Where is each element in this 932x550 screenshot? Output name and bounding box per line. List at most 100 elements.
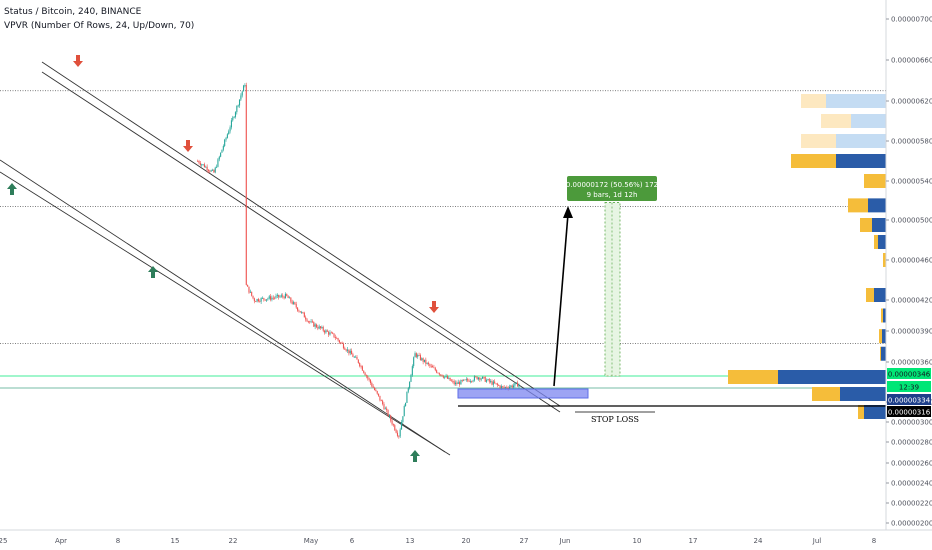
candle-body: [243, 85, 245, 92]
candle-body: [214, 167, 216, 173]
candle-body: [426, 362, 428, 364]
candle-body: [499, 385, 501, 389]
candle-body: [464, 379, 466, 381]
vp-row-up: [881, 308, 883, 323]
candle-body: [468, 380, 470, 382]
candle-body: [383, 404, 385, 409]
candle-body: [403, 406, 405, 417]
vp-row-up: [880, 346, 881, 361]
candle-body: [373, 387, 376, 390]
candle-body: [346, 349, 349, 351]
target-measure-box: [604, 202, 621, 377]
price-tag-label: 0.00000346: [888, 371, 931, 379]
candle-body: [504, 387, 507, 388]
price-tag-bg: [887, 368, 931, 379]
y-tick-label: 0.00000260: [891, 460, 932, 468]
vp-row-up: [860, 218, 872, 232]
candle-body: [197, 161, 199, 162]
price-axis-bg: [886, 0, 932, 550]
candle-body: [500, 386, 502, 389]
candle-body: [388, 415, 390, 417]
x-tick-label: 27: [520, 537, 529, 545]
y-tick-label: 0.00000660: [891, 57, 932, 65]
candle-body: [263, 297, 265, 300]
y-tick-label: 0.00000200: [891, 520, 932, 528]
vp-row-down: [881, 346, 886, 361]
candle-body: [286, 293, 288, 296]
candle-body: [244, 84, 246, 86]
vp-row-up: [801, 134, 836, 148]
candle-body: [332, 332, 334, 334]
measure-label-text: 0.00000172 (50.56%) 172: [566, 181, 658, 189]
y-tick-label: 0.00000420: [891, 297, 932, 305]
candle-body: [376, 391, 378, 394]
candle-body: [205, 166, 207, 168]
candle-body: [255, 301, 257, 303]
candle-body: [486, 380, 488, 382]
candle-body: [440, 374, 442, 376]
candle-body: [517, 382, 519, 387]
candle-body: [202, 164, 204, 166]
candle-body: [207, 170, 210, 171]
red-arrow-1: [73, 55, 83, 67]
candle-body: [422, 358, 424, 362]
candle-body: [317, 327, 319, 329]
candle-body: [328, 331, 330, 335]
y-tick-label: 0.00000540: [891, 178, 932, 186]
candle-body: [294, 302, 296, 305]
candle-body: [261, 297, 264, 299]
candle-body: [449, 377, 451, 381]
vp-row-down: [882, 329, 886, 344]
candle-body: [217, 159, 219, 167]
candle-body: [367, 376, 369, 379]
candle-body: [472, 380, 474, 382]
drawings[interactable]: STOP LOSS 0.00000172 (50.56%) 172 9 bars, …: [7, 55, 886, 462]
vp-row-down: [874, 288, 886, 302]
candle-body: [206, 166, 208, 171]
vp-row-up: [858, 405, 864, 419]
candle-body: [392, 424, 394, 426]
candle-body: [314, 324, 316, 327]
candle-body: [290, 297, 292, 302]
candle-body: [502, 386, 504, 388]
y-tick-label: 0.00000240: [891, 480, 932, 488]
candle-body: [283, 296, 285, 299]
candle-body: [442, 376, 444, 378]
candle-body: [490, 381, 492, 382]
time-axis[interactable]: 25 Apr 8 15 22 May 6 13 20 27 Jun 10 17 24 Jul 8: [0, 529, 932, 545]
candle-body: [247, 284, 249, 287]
x-tick-label: 25: [0, 537, 7, 545]
candle-body: [402, 416, 404, 422]
red-arrow-2: [183, 140, 193, 152]
candle-body: [291, 301, 293, 304]
candle-body: [238, 99, 241, 106]
candle-body: [315, 324, 318, 328]
candle-body: [421, 358, 423, 360]
vp-row-down: [878, 235, 886, 249]
price-axis[interactable]: 0.00000700 0.00000660 0.00000620 0.00000580…: [885, 0, 932, 550]
candle-body: [292, 302, 295, 304]
x-tick-label: 24: [754, 537, 763, 545]
candle-body: [216, 166, 218, 168]
vp-row-up: [874, 235, 878, 249]
candle-body: [306, 319, 308, 322]
candle-body: [399, 429, 401, 437]
candle-body: [496, 383, 498, 385]
price-tag-bg: [887, 381, 931, 392]
trend-channel[interactable]: [0, 61, 561, 456]
candle-body: [267, 298, 269, 300]
candle-body: [394, 425, 396, 431]
candle-body: [378, 393, 380, 396]
vp-row-down: [851, 114, 886, 128]
candle-body: [301, 312, 303, 313]
candle-body: [510, 385, 512, 387]
indicator-label[interactable]: VPVR (Number Of Rows, 24, Up/Down, 70): [4, 21, 195, 31]
candle-body: [257, 299, 259, 302]
candle-body: [305, 317, 307, 320]
candle-body: [476, 376, 478, 380]
candle-body: [387, 410, 389, 417]
x-tick-label: 6: [350, 537, 355, 545]
x-tick-label: 17: [689, 537, 698, 545]
green-arrow-1: [7, 183, 17, 195]
